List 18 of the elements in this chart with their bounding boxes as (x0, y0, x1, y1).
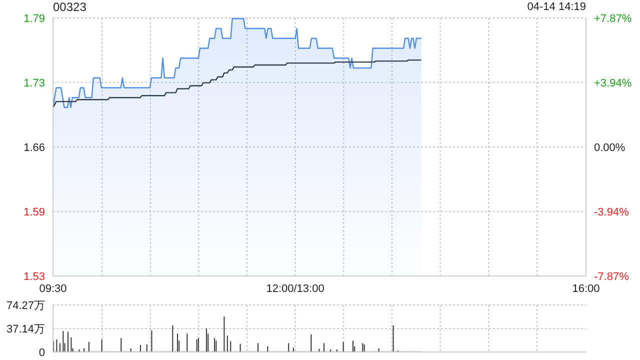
y2-tick-label: +3.94% (594, 77, 632, 90)
x-tick-label: 09:30 (39, 282, 67, 295)
y-tick-label: 74.27万 (6, 300, 45, 312)
y2-tick-label: +7.87% (594, 13, 632, 25)
y2-tick-label: -3.94% (594, 206, 630, 219)
y-tick-label: 1.73 (24, 77, 45, 90)
y-tick-label: 1.59 (24, 206, 45, 219)
text: 04-14 14:19 (527, 1, 586, 13)
y-tick-label: 0 (38, 347, 45, 359)
x-tick-label: 16:00 (572, 282, 600, 295)
y-tick-label: 1.79 (24, 13, 45, 25)
y-tick-label: 37.14万 (6, 323, 45, 336)
chart-title: 00323 (53, 0, 86, 14)
x-tick-label: 12:00/13:00 (266, 282, 324, 295)
y2-tick-label: 0.00% (594, 142, 626, 154)
y-tick-label: 1.66 (24, 142, 45, 154)
y-tick-label: 1.53 (24, 271, 45, 283)
y2-tick-label: -7.87% (594, 271, 630, 283)
